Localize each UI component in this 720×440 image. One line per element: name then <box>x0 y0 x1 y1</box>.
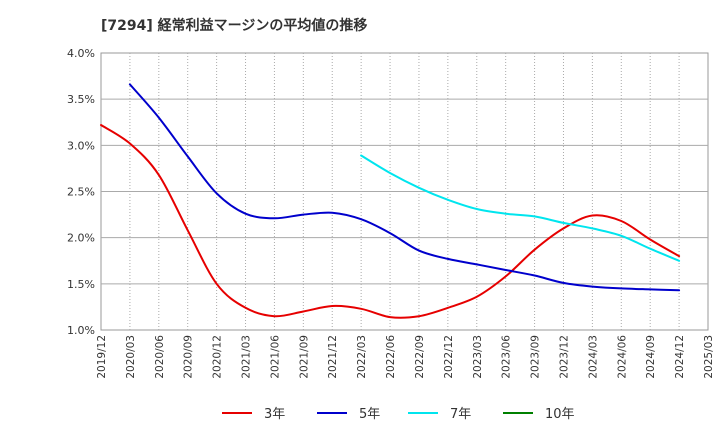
x-tick-label: 2020/09 <box>183 335 195 379</box>
x-tick-label: 2025/03 <box>703 335 715 379</box>
x-tick-label: 2022/03 <box>356 335 368 379</box>
x-tick-label: 2021/09 <box>298 335 310 379</box>
x-tick-label: 2024/09 <box>645 335 657 379</box>
series-line-7年 <box>360 154 681 262</box>
y-tick-label: 2.5% <box>67 186 95 199</box>
x-tick-label: 2024/12 <box>674 335 686 379</box>
legend: 3年 5年 7年 10年 <box>222 407 575 422</box>
x-tick-label: 2024/03 <box>587 335 599 379</box>
x-tick-label: 2023/06 <box>501 335 513 379</box>
x-tick-label: 2024/06 <box>616 335 628 379</box>
horizontal-gridlines <box>101 98 708 285</box>
x-tick-label: 2022/09 <box>414 335 426 379</box>
chart-title: [7294] 経常利益マージンの平均値の推移 <box>101 17 367 34</box>
x-tick-label: 2021/03 <box>241 335 253 379</box>
y-tick-label: 1.0% <box>67 324 95 337</box>
y-tick-label: 3.0% <box>67 139 95 152</box>
y-tick-label: 1.5% <box>67 278 95 291</box>
x-tick-label: 2023/09 <box>530 335 542 379</box>
x-tick-label: 2019/12 <box>96 335 108 379</box>
x-tick-label: 2020/03 <box>125 335 137 379</box>
x-tick-label: 2022/06 <box>385 335 397 379</box>
x-tick-label: 2022/12 <box>443 335 455 379</box>
x-tick-label: 2023/12 <box>558 335 570 379</box>
series-line-3年 <box>100 124 681 319</box>
x-tick-label: 2020/06 <box>154 335 166 379</box>
y-tick-label: 2.0% <box>67 232 95 245</box>
x-tick-label: 2021/06 <box>269 335 281 379</box>
legend-label: 5年 <box>359 407 380 422</box>
x-tick-label: 2023/03 <box>472 335 484 379</box>
y-tick-label: 4.0% <box>67 47 95 60</box>
legend-label: 7年 <box>450 407 471 422</box>
legend-label: 10年 <box>545 407 575 422</box>
series-line-5年 <box>128 83 681 292</box>
x-tick-label: 2020/12 <box>212 335 224 379</box>
series-lines <box>100 83 681 319</box>
legend-label: 3年 <box>264 407 285 422</box>
y-axis-ticks: 4.0% 3.5% 3.0% 2.5% 2.0% 1.5% 1.0% <box>67 47 95 337</box>
x-tick-label: 2021/12 <box>327 335 339 379</box>
y-tick-label: 3.5% <box>67 93 95 106</box>
x-axis-ticks: 2019/12 2020/03 2020/06 2020/09 2020/12 2021/… <box>96 335 715 379</box>
